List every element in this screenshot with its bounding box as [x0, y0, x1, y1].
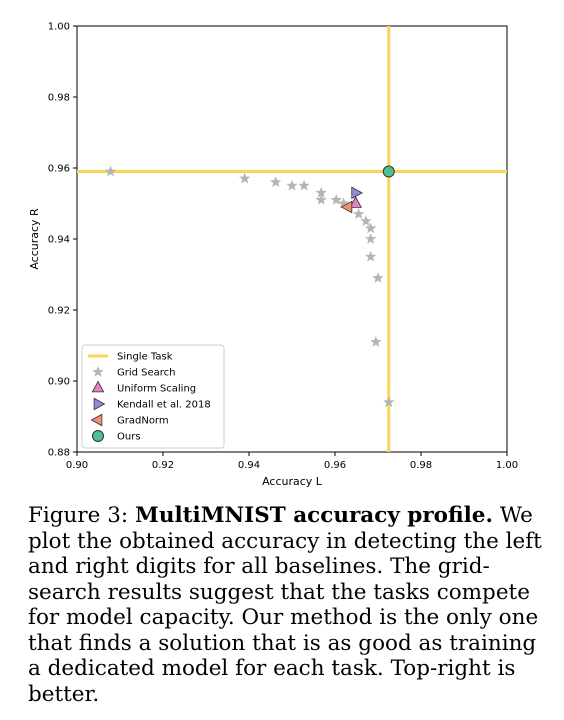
x-axis-ticks: 0.90 0.92 0.94 0.96 0.98 1.00 [66, 452, 518, 471]
ours-point [382, 165, 395, 178]
legend: Single Task Grid Search Uniform Scaling Ken… [81, 344, 225, 449]
scatter-chart: 0.90 0.92 0.94 0.96 0.98 1.00 0.880.900.920.9… [28, 22, 518, 489]
legend-label-grid-search: Grid Search [117, 368, 176, 379]
legend-label-ours: Ours [117, 432, 141, 443]
grid-search-point [315, 186, 327, 198]
x-tick-label: 0.92 [152, 460, 174, 471]
gradnorm-point [340, 200, 353, 214]
legend-swatch-uniform-scaling [91, 380, 105, 393]
y-tick-label: 0.94 [48, 235, 70, 246]
grid-search-point [383, 396, 395, 408]
legend-label-single-task: Single Task [117, 352, 173, 363]
x-tick-label: 0.96 [324, 460, 346, 471]
grid-search-point [352, 208, 365, 219]
x-tick-label: 0.94 [238, 460, 260, 471]
caption-label: Figure 3: [28, 503, 129, 528]
x-tick-label: 0.98 [410, 460, 432, 471]
y-tick-label: 0.88 [48, 448, 70, 459]
x-tick-label: 0.90 [66, 460, 88, 471]
y-tick-label: 1.00 [48, 22, 70, 33]
x-axis-label: Accuracy L [262, 475, 323, 488]
caption-title: MultiMNIST accuracy profile. [135, 503, 493, 528]
grid-search-point [298, 179, 310, 191]
legend-swatch-gradnorm [90, 413, 103, 427]
y-tick-label: 0.96 [48, 164, 70, 175]
grid-search-point [315, 193, 327, 205]
y-tick-label: 0.90 [48, 377, 70, 388]
legend-label-kendall-et-al-2018: Kendall et al. 2018 [117, 400, 211, 411]
grid-search-point [330, 193, 342, 205]
grid-search-point [286, 179, 298, 191]
figure-caption: Figure 3: MultiMNIST accuracy profile. W… [28, 503, 548, 707]
grid-search-point [238, 172, 251, 184]
grid-search-point [372, 272, 384, 283]
single-task-lines [77, 26, 507, 452]
y-tick-label: 0.92 [48, 306, 70, 317]
y-axis-label: Accuracy R [28, 208, 41, 270]
legend-label-gradnorm: GradNorm [117, 416, 169, 427]
kendall-et-al-2018-point [351, 186, 363, 200]
data-points [104, 165, 395, 408]
legend-box [81, 344, 225, 449]
grid-search-point [364, 222, 377, 234]
grid-search-point [370, 335, 382, 347]
y-axis-ticks: 0.88 0.90 0.92 0.94 0.96 0.98 1.00 [48, 22, 77, 459]
legend-label-uniform-scaling: Uniform Scaling [117, 384, 196, 395]
legend-swatch-grid-search [92, 366, 104, 377]
uniform-scaling-point [349, 196, 362, 208]
grid-search-point [360, 215, 372, 227]
caption-body: We plot the obtained accuracy in detecti… [28, 503, 542, 707]
grid-search-point [269, 176, 282, 188]
grid-search-point [337, 197, 350, 209]
grid-search-point [364, 233, 377, 244]
legend-swatch-ours [92, 430, 104, 442]
legend-swatch-kendall-et-al-2018 [93, 397, 106, 411]
y-tick-label: 0.98 [48, 93, 70, 104]
x-tick-label: 1.00 [496, 460, 518, 471]
grid-search-point [364, 250, 377, 262]
grid-search-point [104, 165, 117, 177]
